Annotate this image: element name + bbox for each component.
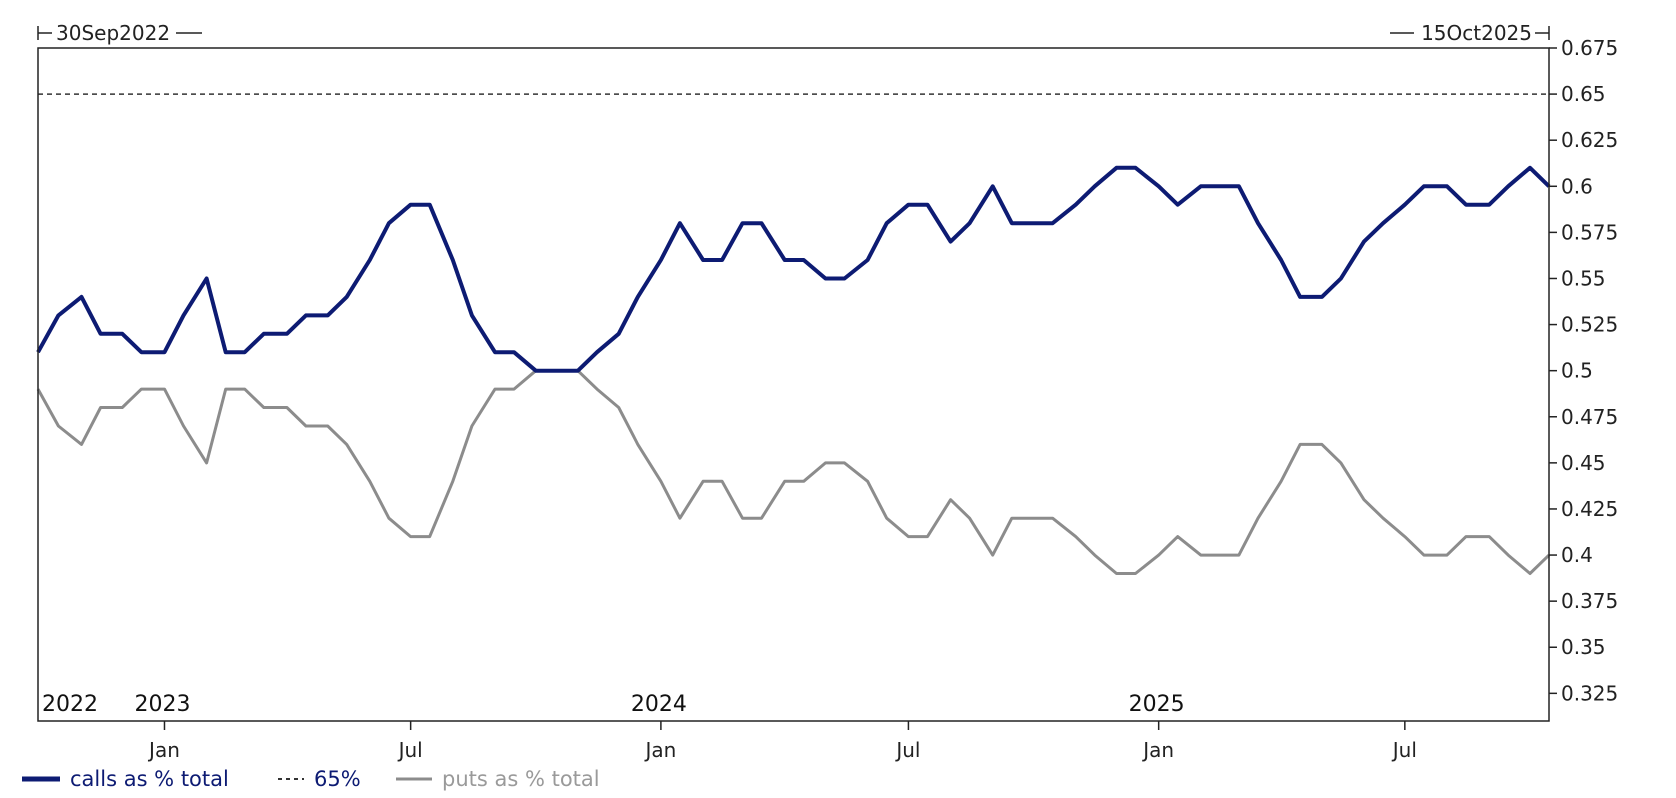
series-line-calls xyxy=(36,165,1551,373)
x-tick-label: Jan xyxy=(1141,738,1174,762)
y-tick-label: 0.45 xyxy=(1561,451,1606,475)
y-tick-label: 0.325 xyxy=(1561,681,1618,705)
x-tick-label: Jan xyxy=(147,738,180,762)
y-tick-label: 0.625 xyxy=(1561,128,1618,152)
y-tick-label: 0.65 xyxy=(1561,82,1606,106)
series-line-puts xyxy=(36,369,1551,575)
y-tick-label: 0.55 xyxy=(1561,266,1606,290)
year-label: 2025 xyxy=(1129,692,1185,717)
y-tick-label: 0.4 xyxy=(1561,543,1593,567)
legend-label-65pct: 65% xyxy=(314,767,361,791)
range-end-label: 15Oct2025 xyxy=(1421,21,1532,45)
y-tick-label: 0.525 xyxy=(1561,313,1618,337)
x-tick-label: Jul xyxy=(1391,738,1417,762)
year-label: 2023 xyxy=(134,692,190,717)
y-tick-label: 0.425 xyxy=(1561,497,1618,521)
year-label: 2024 xyxy=(631,692,687,717)
legend-label-calls: calls as % total xyxy=(70,767,229,791)
x-tick-label: Jul xyxy=(397,738,423,762)
y-tick-label: 0.6 xyxy=(1561,174,1593,198)
y-tick-label: 0.375 xyxy=(1561,589,1618,613)
legend-label-puts: puts as % total xyxy=(442,767,600,791)
x-tick-label: Jul xyxy=(894,738,920,762)
series-layer xyxy=(36,93,1551,575)
year-label: 2022 xyxy=(42,692,98,717)
y-tick-label: 0.5 xyxy=(1561,359,1593,383)
range-start-label: 30Sep2022 xyxy=(56,21,170,45)
y-tick-label: 0.575 xyxy=(1561,220,1618,244)
x-tick-label: Jan xyxy=(643,738,676,762)
date-range-labels: 30Sep2022 15Oct2025 xyxy=(37,21,1550,45)
plot-area-frame xyxy=(37,47,1550,722)
y-tick-label: 0.475 xyxy=(1561,405,1618,429)
y-tick-label: 0.35 xyxy=(1561,635,1606,659)
y-tick-label: 0.675 xyxy=(1561,36,1618,60)
legend: calls as % total 65% puts as % total xyxy=(22,767,600,791)
axes: 0.675 0.65 0.625 0.6 0.575 0.55 0.525 0.5 0.475 0… xyxy=(42,36,1618,762)
